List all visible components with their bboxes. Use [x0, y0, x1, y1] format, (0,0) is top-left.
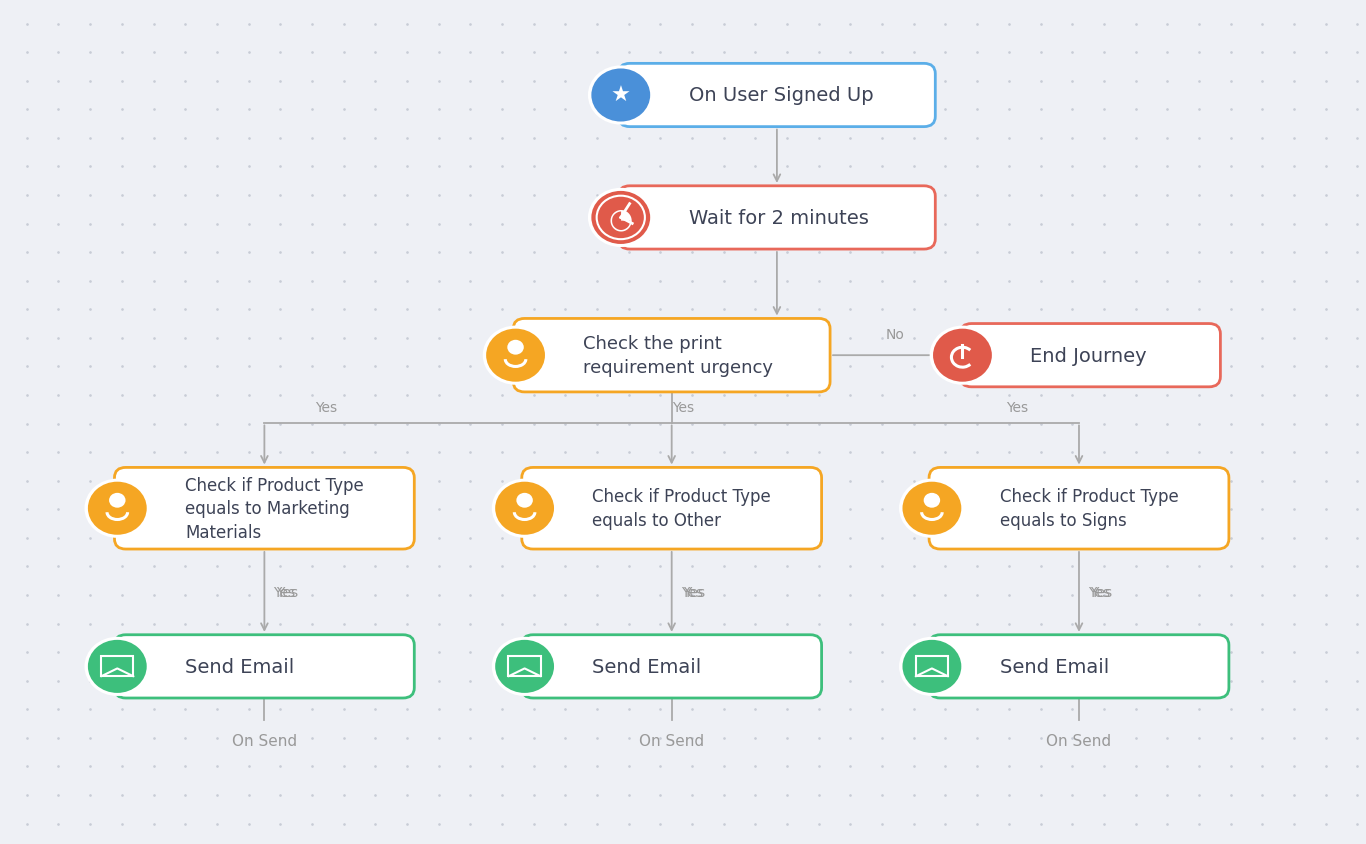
Circle shape [591, 69, 650, 122]
Circle shape [482, 326, 548, 386]
Text: Yes: Yes [1090, 585, 1112, 599]
Text: Send Email: Send Email [1000, 657, 1109, 676]
Text: On User Signed Up: On User Signed Up [688, 86, 873, 106]
FancyBboxPatch shape [115, 468, 414, 549]
FancyBboxPatch shape [522, 635, 821, 698]
Circle shape [923, 493, 940, 508]
Text: Check if Product Type
equals to Other: Check if Product Type equals to Other [593, 488, 772, 529]
FancyBboxPatch shape [929, 635, 1229, 698]
Circle shape [492, 479, 557, 538]
Circle shape [903, 640, 962, 693]
Circle shape [930, 326, 996, 386]
Text: ◔: ◔ [609, 205, 632, 233]
Text: Send Email: Send Email [186, 657, 295, 676]
Circle shape [903, 482, 962, 535]
FancyBboxPatch shape [619, 187, 936, 250]
Text: On Send: On Send [639, 733, 705, 748]
Circle shape [933, 329, 992, 382]
Circle shape [516, 493, 533, 508]
Text: Yes: Yes [273, 585, 295, 599]
Text: End Journey: End Journey [1030, 346, 1147, 365]
Circle shape [587, 67, 653, 126]
FancyBboxPatch shape [514, 319, 831, 392]
Text: Yes: Yes [683, 585, 705, 599]
FancyBboxPatch shape [115, 635, 414, 698]
Text: Send Email: Send Email [593, 657, 702, 676]
Text: Yes: Yes [276, 585, 298, 599]
Circle shape [591, 192, 650, 245]
Text: Yes: Yes [1089, 585, 1111, 599]
Circle shape [507, 340, 523, 355]
Circle shape [486, 329, 545, 382]
Text: Check if Product Type
equals to Signs: Check if Product Type equals to Signs [1000, 488, 1179, 529]
Text: ★: ★ [611, 86, 631, 106]
Circle shape [496, 482, 555, 535]
Text: Check the print
requirement urgency: Check the print requirement urgency [583, 335, 773, 376]
Circle shape [85, 637, 150, 696]
FancyBboxPatch shape [929, 468, 1229, 549]
Text: Check if Product Type
equals to Marketing
Materials: Check if Product Type equals to Marketin… [186, 476, 363, 541]
Text: Yes: Yes [672, 401, 694, 415]
Text: Yes: Yes [316, 401, 337, 415]
Text: No: No [885, 327, 904, 342]
Circle shape [899, 479, 964, 538]
Circle shape [899, 637, 964, 696]
FancyBboxPatch shape [619, 64, 936, 127]
Circle shape [87, 482, 146, 535]
Circle shape [87, 640, 146, 693]
FancyBboxPatch shape [960, 324, 1220, 387]
Circle shape [496, 640, 555, 693]
Text: On Send: On Send [1046, 733, 1112, 748]
Circle shape [85, 479, 150, 538]
Text: On Send: On Send [232, 733, 296, 748]
Text: Wait for 2 minutes: Wait for 2 minutes [688, 208, 869, 228]
Text: Yes: Yes [680, 585, 703, 599]
Circle shape [492, 637, 557, 696]
FancyBboxPatch shape [522, 468, 821, 549]
Text: Yes: Yes [1005, 401, 1027, 415]
Circle shape [587, 188, 653, 248]
Circle shape [109, 493, 126, 508]
